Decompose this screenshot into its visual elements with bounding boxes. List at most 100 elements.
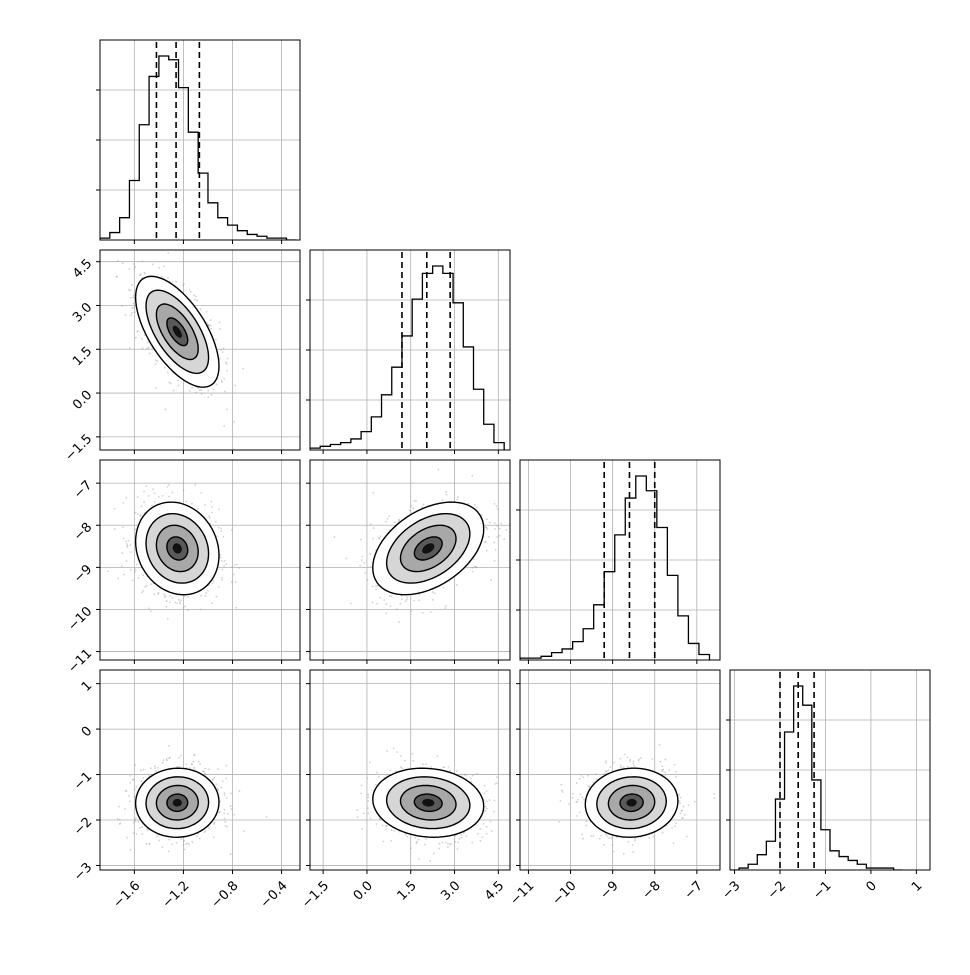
sample-point [150, 767, 152, 769]
sample-point [208, 768, 210, 770]
sample-point [146, 585, 148, 587]
sample-point [447, 846, 449, 848]
sample-point [369, 553, 371, 555]
sample-point [164, 409, 166, 411]
sample-point [150, 610, 152, 612]
sample-point [133, 268, 135, 270]
sample-point [454, 841, 456, 843]
sample-point [162, 495, 164, 497]
sample-point [393, 748, 395, 750]
sample-point [129, 347, 131, 349]
sample-point [221, 381, 223, 383]
sample-point [223, 378, 225, 380]
sample-point [179, 601, 181, 603]
sample-point [215, 339, 217, 341]
sample-point [476, 506, 478, 508]
sample-point [187, 609, 189, 611]
sample-point [134, 528, 136, 530]
sample-point [496, 782, 498, 784]
sample-point [361, 556, 363, 558]
sample-point [134, 820, 136, 822]
sample-point [220, 530, 222, 532]
sample-point [166, 600, 168, 602]
sample-point [200, 492, 202, 494]
sample-point [418, 858, 420, 860]
sample-point [195, 392, 197, 394]
sample-point [222, 351, 224, 353]
sample-point [334, 536, 336, 538]
sample-point [127, 546, 129, 548]
sample-point [623, 766, 625, 768]
sample-point [493, 811, 495, 813]
sample-point [170, 383, 172, 385]
sample-point [448, 766, 450, 768]
sample-point [134, 818, 136, 820]
sample-point [193, 294, 195, 296]
sample-point [489, 799, 491, 801]
sample-point [496, 536, 498, 538]
sample-point [414, 837, 416, 839]
sample-point [197, 387, 199, 389]
panel-3-0-grid [100, 670, 300, 870]
sample-point [201, 393, 203, 395]
sample-point [142, 347, 144, 349]
sample-point [486, 833, 488, 835]
sample-point [470, 781, 472, 783]
sample-point [626, 757, 628, 759]
sample-point [503, 538, 505, 540]
sample-point [130, 849, 132, 851]
sample-point [652, 836, 654, 838]
sample-point [169, 595, 171, 597]
histogram-p3 [730, 686, 903, 870]
sample-point [168, 850, 170, 852]
sample-point [204, 768, 206, 770]
sample-point [235, 581, 237, 583]
sample-point [178, 385, 180, 387]
sample-point [130, 314, 132, 316]
sample-point [471, 842, 473, 844]
sample-point [385, 521, 387, 523]
sample-point [367, 777, 369, 779]
sample-point [156, 360, 158, 362]
sample-point [143, 272, 145, 274]
sample-point [222, 780, 224, 782]
sample-point [177, 379, 179, 381]
sample-point [191, 387, 193, 389]
sample-point [472, 775, 474, 777]
sample-point [126, 543, 128, 545]
sample-point [206, 311, 208, 313]
sample-point [383, 599, 385, 601]
sample-point [412, 753, 414, 755]
sample-point [123, 538, 125, 540]
sample-point [485, 541, 487, 543]
sample-point [189, 390, 191, 392]
sample-point [196, 835, 198, 837]
sample-point [457, 496, 459, 498]
sample-point [359, 565, 361, 567]
sample-point [220, 527, 222, 529]
sample-point [231, 808, 233, 810]
sample-point [360, 539, 362, 541]
sample-point [456, 584, 458, 586]
sample-point [412, 507, 414, 509]
sample-point [167, 486, 169, 488]
sample-point [400, 755, 402, 757]
sample-point [210, 501, 212, 503]
sample-point [367, 800, 369, 802]
sample-point [391, 829, 393, 831]
sample-point [225, 825, 227, 827]
sample-point [167, 618, 169, 620]
sample-point [363, 812, 365, 814]
sample-point [218, 508, 220, 510]
sample-point [134, 764, 136, 766]
sample-point [210, 319, 212, 321]
sample-point [405, 600, 407, 602]
sample-point [215, 596, 217, 598]
sample-point [627, 766, 629, 768]
sample-point [148, 843, 150, 845]
sample-point [486, 808, 488, 810]
sample-point [491, 830, 493, 832]
sample-point [476, 773, 478, 775]
